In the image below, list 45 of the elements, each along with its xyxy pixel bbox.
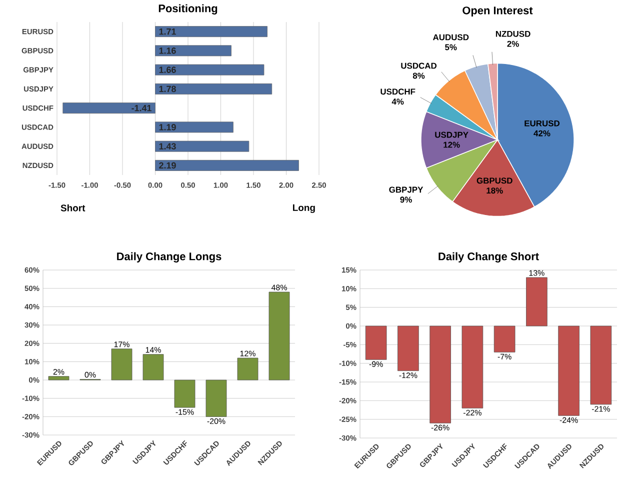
data-label: 2% [507,40,519,47]
bar [237,358,258,380]
data-label: 1.66 [159,66,176,73]
bar [111,348,132,380]
data-label: 1.16 [159,48,176,54]
bar [155,26,268,38]
data-label: 1.78 [159,86,176,92]
data-label: 42% [534,130,550,136]
bar [155,64,264,76]
bar [48,376,70,380]
slice-label: USDCAD [401,62,437,69]
data-label: 18% [486,188,503,194]
data-label: 1.71 [159,28,176,35]
slice-label: USDJPY [435,132,468,138]
bar [142,354,164,380]
slice-label: EURUSD [524,120,560,126]
chart-title: Positioning [158,4,218,15]
bar [155,83,272,94]
slice-label: GBPUSD [476,178,512,184]
data-label: -1.41 [132,104,152,112]
data-label: 12% [444,142,460,148]
chart-title: Daily Change Short [438,252,539,262]
bar [174,380,196,408]
data-label: 8% [412,72,425,79]
bar [206,380,227,417]
chart-title: Open Interest [462,6,533,16]
data-label: 1.43 [159,143,176,150]
bar [62,102,156,114]
data-label: 1.19 [159,124,176,130]
text: Short [60,204,86,212]
slice-label: USDCHF [380,88,416,95]
slice-label: AUDUSD [432,34,469,40]
bar [155,140,250,152]
data-label: 4% [392,98,404,105]
bar [155,160,299,171]
slice-label: NZDUSD [496,30,530,37]
bar [155,45,232,56]
data-label: 5% [445,44,457,50]
text: Long [293,204,315,213]
bar [155,122,234,133]
data-label: 9% [400,196,412,203]
bar [268,292,290,380]
chart-title: Daily Change Longs [117,252,222,263]
data-label: 2.19 [159,162,176,169]
slice-label: GBPJPY [389,186,424,193]
